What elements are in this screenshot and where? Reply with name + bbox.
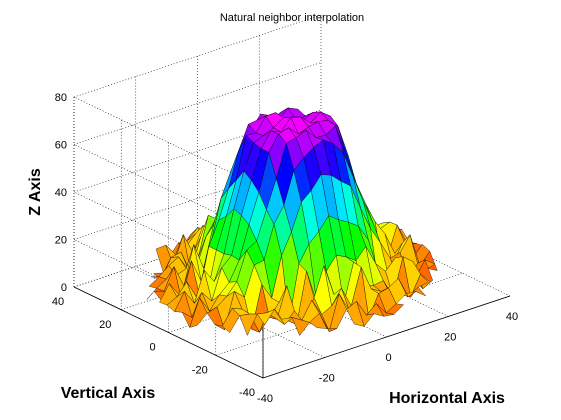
y-axis-line — [73, 286, 264, 379]
x-tick-label: -20 — [319, 373, 335, 385]
surface-facet — [222, 308, 240, 333]
surface-facet — [309, 313, 328, 329]
surface-facet — [274, 309, 293, 325]
grid-line — [73, 191, 264, 284]
surface-facet — [189, 297, 208, 328]
chart-title: Natural neighbor interpolation — [220, 12, 364, 24]
y-tick-label: 0 — [149, 342, 155, 354]
x-axis-label: Horizontal Axis — [389, 390, 505, 407]
surface-facet — [256, 308, 276, 326]
x-tick-label: 0 — [385, 352, 391, 364]
y-tick-label: 20 — [99, 319, 111, 331]
z-tick-label: 40 — [55, 187, 67, 199]
grid-line — [73, 144, 264, 236]
z-axis-label: Z Axis — [27, 168, 44, 216]
x-tick-label: 40 — [506, 311, 518, 323]
z-tick-label: 60 — [55, 140, 67, 152]
x-axis-line — [262, 295, 511, 379]
x-tick-label: 20 — [444, 332, 456, 344]
axis-ticks: 0 20 40 60 80 -40 -20 0 20 40 -40 -20 0 20 40 — [52, 92, 518, 405]
y-tick-label: -20 — [192, 364, 208, 376]
surface-facet — [346, 301, 365, 327]
y-axis-label: Vertical Axis — [61, 385, 156, 402]
z-tick-label: 80 — [55, 92, 67, 104]
surface-facet — [291, 317, 310, 336]
grid-line — [73, 239, 264, 331]
surface-mesh — [146, 107, 438, 336]
grid-line — [73, 14, 322, 98]
z-tick-label: 20 — [55, 235, 67, 247]
grid-line — [73, 96, 264, 189]
surface-facet — [239, 313, 258, 336]
z-tick-label: 0 — [61, 282, 67, 294]
grid-line — [73, 62, 322, 145]
y-tick-label: 40 — [52, 296, 64, 308]
x-tick-label: -40 — [257, 393, 273, 405]
y-tick-label: -40 — [239, 387, 255, 399]
